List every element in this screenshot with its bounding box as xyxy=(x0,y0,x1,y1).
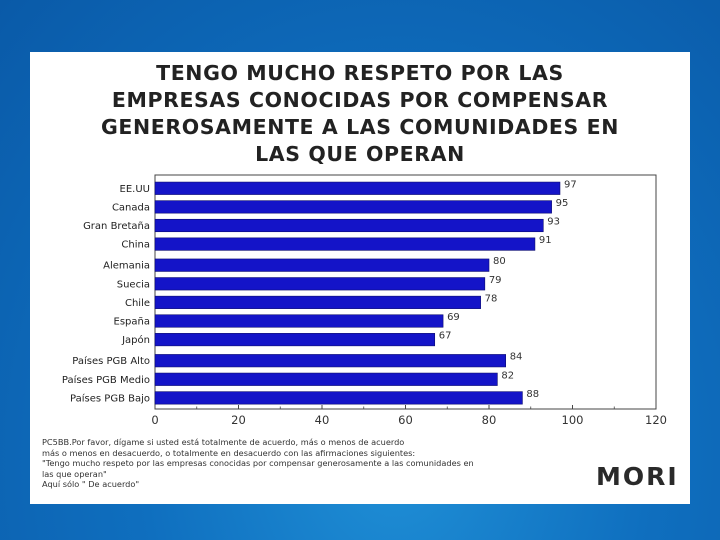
bar xyxy=(154,295,481,309)
x-tick-label: 60 xyxy=(398,413,413,427)
slide: TENGO MUCHO RESPETO POR LAS EMPRESAS CON… xyxy=(30,52,690,504)
bar xyxy=(154,333,436,347)
category-label: Países PGB Bajo xyxy=(70,392,150,404)
value-label: 93 xyxy=(547,217,560,228)
value-label: 69 xyxy=(447,312,460,323)
bar xyxy=(154,181,561,195)
title-line: TENGO MUCHO RESPETO POR LAS xyxy=(156,61,564,85)
value-label: 91 xyxy=(539,235,552,246)
category-label: Suecia xyxy=(117,279,150,290)
footnote-line: más o menos en desacuerdo, o totalmente … xyxy=(42,447,416,458)
category-label: Japón xyxy=(121,334,150,346)
footnote-line: Aquí sólo " De acuerdo" xyxy=(42,479,140,490)
bar xyxy=(154,258,490,272)
value-label: 79 xyxy=(489,275,502,286)
category-label: Canada xyxy=(112,202,150,213)
footnote-line: "Tengo mucho respeto por las empresas co… xyxy=(42,458,474,469)
value-label: 97 xyxy=(564,179,577,190)
bar-chart: EE.UU 97 Canada 95 Gran Bretaña 93 China 91 Alem… xyxy=(62,174,667,427)
x-tick-label: 100 xyxy=(562,413,584,427)
bar xyxy=(154,218,544,233)
x-tick-label: 80 xyxy=(482,413,497,427)
category-label: España xyxy=(114,317,150,328)
bar xyxy=(154,391,523,405)
bar xyxy=(154,314,444,328)
category-label: EE.UU xyxy=(120,184,150,195)
value-label: 82 xyxy=(501,370,514,381)
question-footnote: PC5BB.Por favor, dígame si usted está to… xyxy=(42,437,562,490)
title-line: GENEROSAMENTE A LAS COMUNIDADES EN xyxy=(100,115,619,139)
value-label: 84 xyxy=(510,352,523,363)
category-label: Países PGB Medio xyxy=(62,374,150,386)
value-label: 80 xyxy=(493,256,506,267)
chart-title: TENGO MUCHO RESPETO POR LAS EMPRESAS CON… xyxy=(30,60,690,168)
title-line: LAS QUE OPERAN xyxy=(255,142,465,166)
value-label: 78 xyxy=(485,293,498,304)
x-tick-label: 20 xyxy=(231,413,246,427)
title-line: EMPRESAS CONOCIDAS POR COMPENSAR xyxy=(111,88,609,112)
category-label: Chile xyxy=(125,298,150,309)
value-label: 95 xyxy=(556,198,569,209)
bar xyxy=(154,277,486,291)
x-tick-label: 0 xyxy=(151,413,158,427)
value-label: 67 xyxy=(439,331,452,342)
category-label: Países PGB Alto xyxy=(72,355,150,367)
x-tick-label: 120 xyxy=(645,413,667,427)
bar xyxy=(154,372,498,386)
x-tick-label: 40 xyxy=(315,413,330,427)
category-label: China xyxy=(121,240,150,251)
bar xyxy=(154,354,507,368)
brand-logo: MORI xyxy=(596,462,679,491)
category-label: Alemania xyxy=(103,261,150,272)
value-label: 88 xyxy=(526,389,539,400)
footnote-line: las que operan" xyxy=(42,468,107,479)
footnote-line: PC5BB.Por favor, dígame si usted está to… xyxy=(42,437,405,447)
bar xyxy=(154,200,552,214)
category-label: Gran Bretaña xyxy=(83,221,150,232)
plot-area xyxy=(154,174,657,410)
bar xyxy=(154,237,536,251)
